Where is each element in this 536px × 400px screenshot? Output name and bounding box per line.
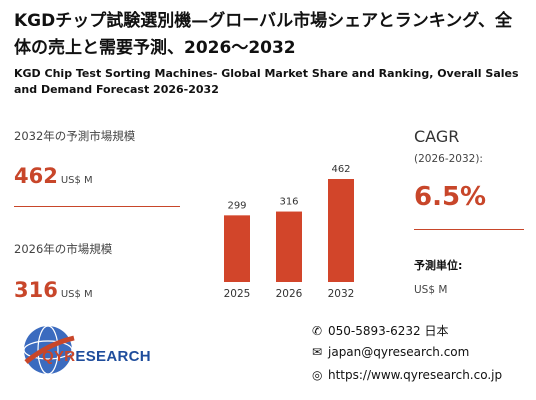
contact-email[interactable]: ✉ japan@qyresearch.com bbox=[312, 345, 469, 359]
forecast-size-value: 462 US$ M bbox=[14, 164, 93, 188]
bar-2026 bbox=[276, 211, 302, 282]
x-tick-label-2026: 2026 bbox=[276, 288, 303, 300]
contact-website[interactable]: ◎ https://www.qyresearch.co.jp bbox=[312, 368, 502, 382]
current-unit: US$ M bbox=[60, 289, 93, 300]
website-text[interactable]: https://www.qyresearch.co.jp bbox=[328, 368, 503, 382]
logo-q: QYR bbox=[42, 348, 76, 365]
cagr-divider bbox=[414, 229, 524, 230]
bar-2025 bbox=[224, 215, 250, 282]
globe-logo-icon bbox=[23, 325, 75, 375]
forecast-size-label: 2032年の予測市場規模 bbox=[14, 129, 136, 143]
current-value: 316 bbox=[14, 278, 58, 302]
forecast-unit-value: US$ M bbox=[414, 284, 448, 296]
current-size-value: 316 US$ M bbox=[14, 278, 93, 302]
email-text[interactable]: japan@qyresearch.com bbox=[328, 345, 470, 359]
cagr-label: CAGR bbox=[414, 127, 460, 146]
phone-text: 050-5893-6232 日本 bbox=[328, 324, 449, 338]
bar-value-label-2026: 316 bbox=[279, 197, 298, 208]
globe-icon: ◎ bbox=[312, 368, 323, 382]
cagr-value: 6.5% bbox=[414, 182, 487, 212]
bar-value-label-2025: 299 bbox=[227, 200, 246, 211]
forecast-divider bbox=[14, 206, 180, 207]
logo-rest: ESEARCH bbox=[75, 348, 151, 365]
bar-chart: 299 2025 316 2026 462 2032 bbox=[224, 164, 355, 300]
page-title-en: KGD Chip Test Sorting Machines- Global M… bbox=[14, 67, 519, 96]
bar-value-label-2032: 462 bbox=[331, 164, 350, 175]
bar-2032 bbox=[328, 179, 354, 282]
phone-icon: ✆ bbox=[312, 324, 323, 338]
x-tick-label-2032: 2032 bbox=[328, 288, 355, 300]
contact-phone: ✆ 050-5893-6232 日本 bbox=[312, 322, 448, 339]
page-title-jp: KGDチップ試験選別機—グローバル市場シェアとランキング、全体の売上と需要予測、… bbox=[14, 11, 513, 58]
forecast-value: 462 bbox=[14, 164, 58, 188]
envelope-icon: ✉ bbox=[312, 345, 323, 359]
x-tick-label-2025: 2025 bbox=[224, 288, 251, 300]
qyresearch-logo: QYRESEARCH bbox=[20, 322, 180, 382]
forecast-unit-title: 予測単位: bbox=[414, 259, 463, 272]
forecast-unit: US$ M bbox=[60, 175, 93, 186]
logo-wordmark: QYRESEARCH bbox=[42, 348, 151, 365]
cagr-range: (2026-2032): bbox=[414, 153, 483, 165]
current-size-label: 2026年の市場規模 bbox=[14, 242, 113, 256]
